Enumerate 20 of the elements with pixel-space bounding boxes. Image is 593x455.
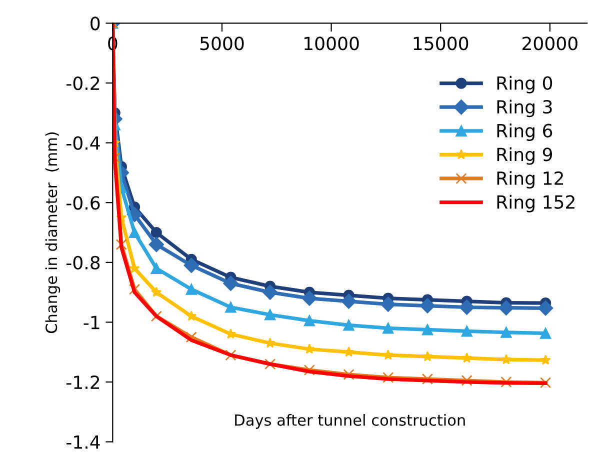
legend-label: Ring 6 [497, 123, 552, 141]
x-tick-label: 10000 [304, 36, 359, 50]
legend-label: Ring 12 [497, 171, 563, 189]
x-tick-label: 5000 [200, 36, 244, 50]
x-tick-label: 20000 [522, 36, 578, 50]
y-tick-label: -1 [84, 316, 100, 330]
x-tick-label: 15000 [414, 36, 468, 50]
y-tick-label: -0.6 [66, 196, 100, 210]
legend-label: Ring 9 [497, 147, 552, 165]
y-tick-label: -1.2 [66, 375, 100, 389]
y-tick-label: -1.4 [66, 436, 100, 449]
legend-label: Ring 152 [497, 194, 574, 212]
y-tick-label: -0.8 [66, 256, 100, 270]
y-tick-label: 0 [90, 16, 100, 30]
y-tick-label: -0.2 [66, 76, 100, 90]
legend-label: Ring 0 [497, 76, 552, 94]
legend-label: Ring 3 [497, 100, 552, 118]
y-axis-title: Change in diameter (mm) [45, 132, 60, 334]
y-tick-label: -0.4 [66, 136, 100, 150]
x-axis-title: Days after tunnel construction [235, 414, 465, 429]
